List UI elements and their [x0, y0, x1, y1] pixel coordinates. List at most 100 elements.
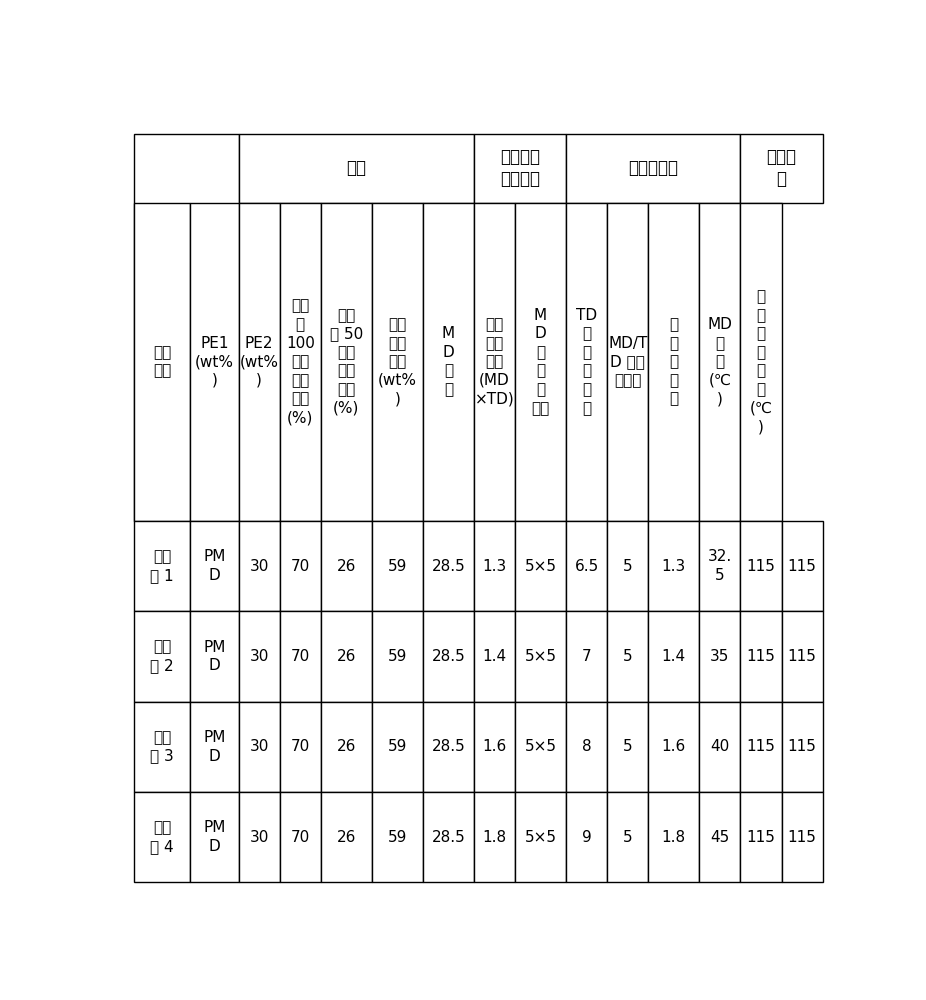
Bar	[239, 521, 280, 611]
Bar	[699, 611, 741, 702]
Text: 115: 115	[746, 830, 775, 845]
Text: 分子
量
100
万以
上成
分量
(%): 分子 量 100 万以 上成 分量 (%)	[286, 298, 315, 425]
Text: 40: 40	[710, 739, 730, 754]
Bar	[191, 203, 239, 521]
Bar	[515, 792, 566, 882]
Bar	[423, 521, 474, 611]
Bar	[133, 203, 191, 521]
Text: PE1
(wt%
): PE1 (wt% )	[195, 336, 234, 388]
Bar	[372, 203, 423, 521]
Text: 70: 70	[291, 649, 310, 664]
Text: 1.8: 1.8	[482, 830, 507, 845]
Text: 115: 115	[788, 649, 817, 664]
Text: 28.5: 28.5	[432, 739, 465, 754]
Text: 9: 9	[582, 830, 592, 845]
Bar	[372, 521, 423, 611]
Bar	[741, 792, 782, 882]
Text: PM
D: PM D	[204, 820, 226, 854]
Bar	[372, 792, 423, 882]
Bar	[191, 702, 239, 792]
Bar	[782, 792, 822, 882]
Bar	[566, 792, 607, 882]
Text: 分子
量 50
万以
下成
分量
(%): 分子 量 50 万以 下成 分量 (%)	[330, 308, 363, 416]
Text: 70: 70	[291, 739, 310, 754]
Text: 59: 59	[388, 559, 407, 574]
Text: 1.6: 1.6	[482, 739, 507, 754]
Bar	[191, 792, 239, 882]
Bar	[648, 702, 699, 792]
Text: 115: 115	[746, 739, 775, 754]
Text: 26: 26	[337, 559, 356, 574]
Bar	[699, 203, 741, 521]
Text: 5: 5	[623, 649, 632, 664]
Text: 5×5: 5×5	[524, 830, 557, 845]
Bar	[607, 792, 648, 882]
Text: 1.4: 1.4	[482, 649, 507, 664]
Bar	[423, 792, 474, 882]
Bar	[699, 521, 741, 611]
Bar	[320, 702, 372, 792]
Text: 115: 115	[788, 830, 817, 845]
Text: 30: 30	[249, 830, 269, 845]
Text: 5×5: 5×5	[524, 739, 557, 754]
Bar	[474, 792, 515, 882]
Bar	[320, 611, 372, 702]
Bar	[372, 702, 423, 792]
Bar	[648, 521, 699, 611]
Text: M
D
拉
伸: M D 拉 伸	[442, 326, 455, 397]
Bar	[607, 203, 648, 521]
Bar	[607, 521, 648, 611]
Bar	[515, 203, 566, 521]
Bar	[191, 521, 239, 611]
Text: 1.3: 1.3	[662, 559, 686, 574]
Text: 6.5: 6.5	[574, 559, 599, 574]
Bar	[239, 203, 280, 521]
Bar	[239, 702, 280, 792]
Bar	[474, 521, 515, 611]
Text: 总
拉
伸
倍
率: 总 拉 伸 倍 率	[669, 317, 679, 406]
Text: PM
D: PM D	[204, 730, 226, 764]
Text: 59: 59	[388, 649, 407, 664]
Text: 8: 8	[582, 739, 592, 754]
Bar	[133, 521, 191, 611]
Bar	[320, 521, 372, 611]
Bar	[239, 134, 474, 203]
Text: 各工序的
拉伸倍率: 各工序的 拉伸倍率	[500, 148, 540, 188]
Bar	[648, 203, 699, 521]
Bar	[191, 611, 239, 702]
Bar	[423, 702, 474, 792]
Text: 26: 26	[337, 739, 356, 754]
Text: 实施
例 3: 实施 例 3	[150, 730, 174, 764]
Text: 70: 70	[291, 559, 310, 574]
Text: 拉伸
方法: 拉伸 方法	[153, 345, 171, 379]
Bar	[741, 611, 782, 702]
Bar	[648, 611, 699, 702]
Bar	[515, 611, 566, 702]
Bar	[474, 611, 515, 702]
Bar	[474, 203, 515, 521]
Text: 同
时
双
轴
拉
伸
(℃
): 同 时 双 轴 拉 伸 (℃ )	[749, 289, 772, 434]
Bar	[474, 134, 566, 203]
Text: 5: 5	[623, 739, 632, 754]
Bar	[320, 792, 372, 882]
Text: MD
拉
伸
(℃
): MD 拉 伸 (℃ )	[707, 317, 732, 406]
Bar	[423, 611, 474, 702]
Bar	[515, 702, 566, 792]
Bar	[566, 203, 607, 521]
Bar	[474, 702, 515, 792]
Text: 30: 30	[249, 559, 269, 574]
Bar	[782, 611, 822, 702]
Text: PM
D: PM D	[204, 640, 226, 673]
Bar	[280, 203, 320, 521]
Text: 59: 59	[388, 830, 407, 845]
Text: TD
总
拉
伸
倍
率: TD 总 拉 伸 倍 率	[576, 308, 597, 416]
Bar	[320, 203, 372, 521]
Text: 同时
双轴
拉伸
(MD
×TD): 同时 双轴 拉伸 (MD ×TD)	[475, 317, 514, 406]
Bar	[239, 611, 280, 702]
Text: 59: 59	[388, 739, 407, 754]
Text: 30: 30	[249, 649, 269, 664]
Bar	[741, 702, 782, 792]
Text: 35: 35	[710, 649, 730, 664]
Bar	[566, 702, 607, 792]
Bar	[566, 134, 741, 203]
